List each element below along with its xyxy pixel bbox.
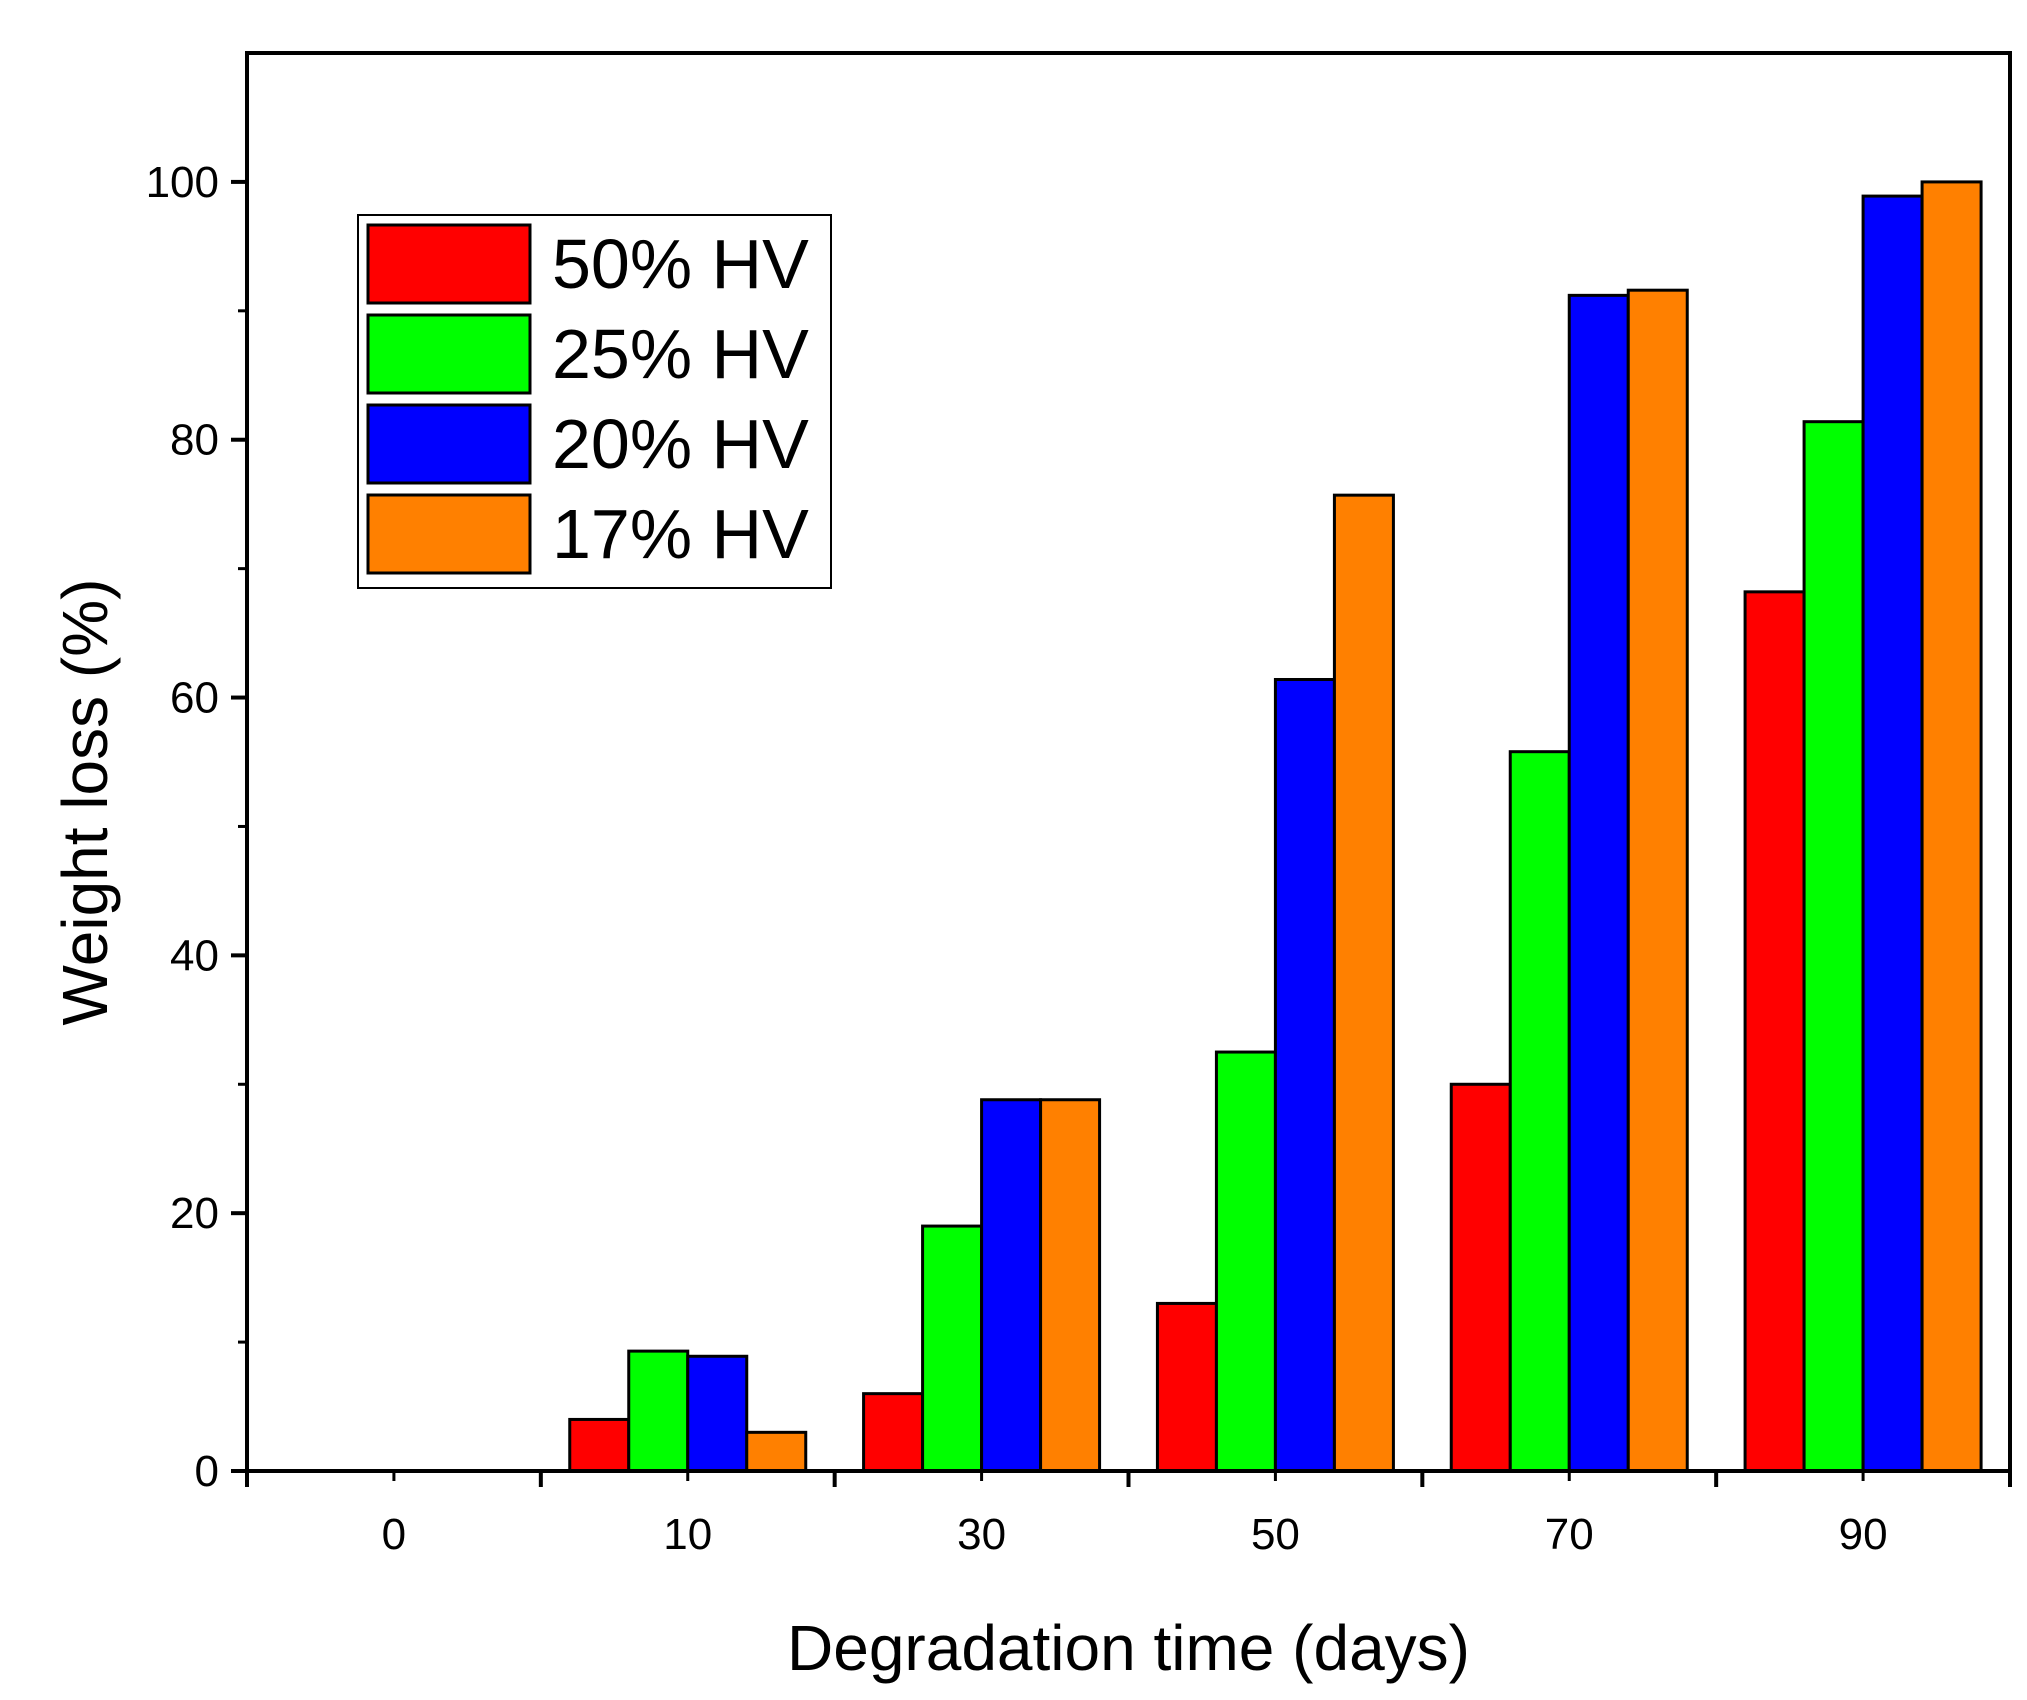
bar-25-hv-30 <box>921 1224 984 1473</box>
bar-17-hv-50 <box>1332 493 1395 1473</box>
legend-label: 25% HV <box>552 315 809 393</box>
y-tick-label: 0 <box>195 1447 219 1496</box>
legend-swatch <box>366 313 532 395</box>
x-tick-label: 90 <box>1839 1510 1888 1559</box>
bar-17-hv-70 <box>1626 288 1689 1473</box>
legend-swatch <box>366 403 532 485</box>
bar-20-hv-10 <box>686 1354 749 1473</box>
bar-25-hv-90 <box>1802 420 1865 1473</box>
y-axis-title: Weight loss (%) <box>49 579 121 1026</box>
x-tick-label: 0 <box>382 1510 406 1559</box>
y-tick-label: 80 <box>170 416 219 465</box>
x-tick-label: 30 <box>957 1510 1006 1559</box>
bar-20-hv-90 <box>1861 194 1924 1473</box>
x-tick-label: 10 <box>663 1510 712 1559</box>
legend-label: 17% HV <box>552 495 809 573</box>
bar-50-hv-70 <box>1449 1082 1512 1473</box>
y-tick-label: 20 <box>170 1189 219 1238</box>
x-tick-label: 50 <box>1251 1510 1300 1559</box>
bar-17-hv-90 <box>1920 180 1983 1473</box>
bars-layer <box>568 180 1983 1473</box>
bar-25-hv-10 <box>627 1349 690 1473</box>
bar-25-hv-70 <box>1508 750 1571 1473</box>
bar-50-hv-10 <box>568 1417 631 1473</box>
bar-17-hv-30 <box>1039 1098 1102 1473</box>
bar-25-hv-50 <box>1214 1050 1277 1473</box>
bar-20-hv-50 <box>1273 677 1336 1473</box>
bar-50-hv-50 <box>1155 1301 1218 1473</box>
bar-20-hv-70 <box>1567 293 1630 1473</box>
legend-swatch <box>366 223 532 305</box>
legend-label: 20% HV <box>552 405 809 483</box>
legend: 50% HV 25% HV 20% HV 17% HV <box>357 214 832 589</box>
y-tick-label: 40 <box>170 931 219 980</box>
legend-label: 50% HV <box>552 225 809 303</box>
legend-swatch <box>366 493 532 575</box>
bar-50-hv-30 <box>862 1392 925 1473</box>
x-tick-label: 70 <box>1545 1510 1594 1559</box>
x-axis-title: Degradation time (days) <box>787 1612 1470 1684</box>
y-tick-label: 60 <box>170 674 219 723</box>
bar-17-hv-10 <box>745 1430 808 1473</box>
y-tick-label: 100 <box>146 158 219 207</box>
legend-entries: 50% HV 25% HV 20% HV 17% HV <box>366 223 809 575</box>
bar-20-hv-30 <box>980 1098 1043 1473</box>
axes-layer: 0 20 40 60 80 100 0 10 30 50 70 90 <box>146 158 2012 1559</box>
bar-50-hv-90 <box>1743 590 1806 1473</box>
